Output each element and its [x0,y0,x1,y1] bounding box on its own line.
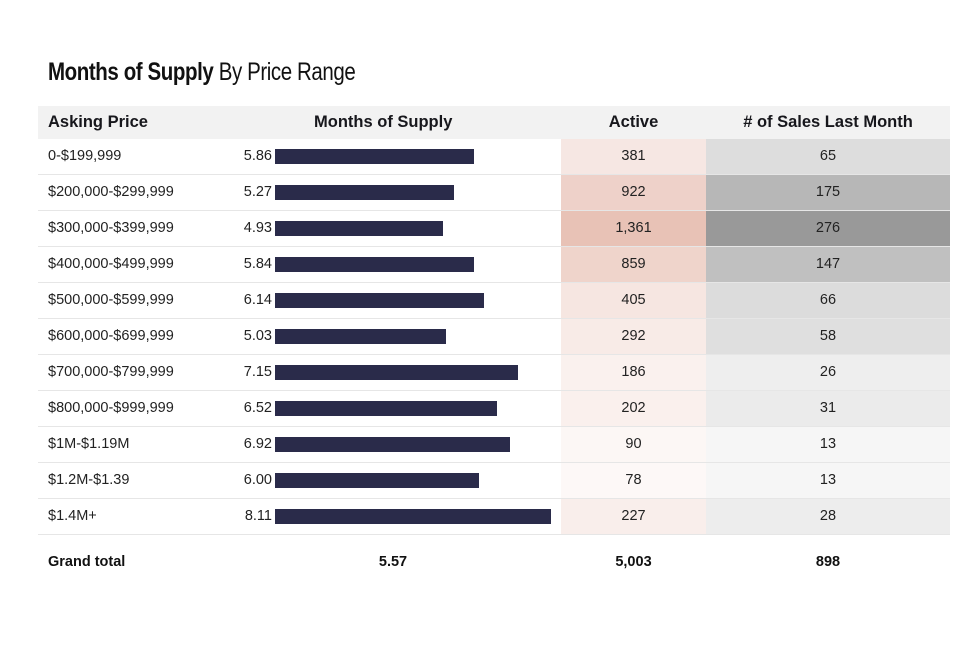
active-cell: 1,361 [561,211,706,246]
header-sales: # of Sales Last Month [743,113,913,131]
sales-cell: 26 [706,355,950,390]
table-row: $1.2M-$1.39 6.00 78 13 [38,463,950,499]
asking-price: 0-$199,999 [48,148,122,164]
months-of-supply-bar [275,509,551,524]
months-of-supply-value: 5.03 [243,328,272,344]
asking-price: $300,000-$399,999 [48,220,174,236]
months-of-supply-value: 6.00 [243,472,272,488]
sales-cell: 31 [706,391,950,426]
asking-price: $800,000-$999,999 [48,400,174,416]
sales-cell: 13 [706,463,950,498]
active-cell: 90 [561,427,706,462]
title-light: By Price Range [218,58,356,86]
sales-cell: 58 [706,319,950,354]
table-row: $1M-$1.19M 6.92 90 13 [38,427,950,463]
asking-price: $1M-$1.19M [48,436,130,452]
months-of-supply-bar [275,401,497,416]
asking-price: $600,000-$699,999 [48,328,174,344]
sales-cell: 13 [706,427,950,462]
sales-cell: 65 [706,139,950,174]
table-header: Asking Price Months of Supply Active # o… [38,106,950,139]
months-of-supply-value: 5.86 [243,148,272,164]
months-of-supply-bar [275,365,519,380]
months-of-supply-bar [275,257,474,272]
months-of-supply-value: 6.92 [243,436,272,452]
sales-cell: 66 [706,283,950,318]
months-of-supply-bar [275,473,479,488]
asking-price: $200,000-$299,999 [48,184,174,200]
supply-table: Asking Price Months of Supply Active # o… [38,106,950,589]
active-cell: 78 [561,463,706,498]
months-of-supply-bar [275,329,447,344]
sales-cell: 147 [706,247,950,282]
total-active: 5,003 [615,554,652,570]
months-of-supply-bar [275,293,484,308]
chart-title: Months of Supply By Price Range [48,58,356,87]
sales-cell: 276 [706,211,950,246]
table-row: $400,000-$499,999 5.84 859 147 [38,247,950,283]
table-body: 0-$199,999 5.86 381 65 $200,000-$299,999 5.27… [38,139,950,535]
months-of-supply-bar [275,149,475,164]
total-label: Grand total [48,554,126,570]
header-active: Active [608,113,659,131]
asking-price: $1.4M+ [48,508,97,524]
months-of-supply-bar [275,185,455,200]
header-months-of-supply: Months of Supply [314,113,453,131]
months-of-supply-value: 4.93 [243,220,272,236]
table-row: $800,000-$999,999 6.52 202 31 [38,391,950,427]
asking-price: $500,000-$599,999 [48,292,174,308]
sales-cell: 28 [706,499,950,534]
total-sales: 898 [815,554,841,570]
months-of-supply-value: 5.27 [243,184,272,200]
active-cell: 922 [561,175,706,210]
months-of-supply-bar [275,437,511,452]
table-row: $200,000-$299,999 5.27 922 175 [38,175,950,211]
active-cell: 202 [561,391,706,426]
total-mos: 5.57 [378,554,408,570]
active-cell: 859 [561,247,706,282]
months-of-supply-value: 6.14 [243,292,272,308]
table-row: $500,000-$599,999 6.14 405 66 [38,283,950,319]
title-bold: Months of Supply [48,58,214,86]
asking-price: $400,000-$499,999 [48,256,174,272]
sales-cell: 175 [706,175,950,210]
table-row: $700,000-$799,999 7.15 186 26 [38,355,950,391]
active-cell: 227 [561,499,706,534]
table-row: $300,000-$399,999 4.93 1,361 276 [38,211,950,247]
months-of-supply-value: 8.11 [244,508,272,524]
table-row: $600,000-$699,999 5.03 292 58 [38,319,950,355]
months-of-supply-value: 7.15 [243,364,272,380]
months-of-supply-value: 5.84 [243,256,272,272]
table-row: $1.4M+ 8.11 227 28 [38,499,950,535]
months-of-supply-value: 6.52 [243,400,272,416]
active-cell: 381 [561,139,706,174]
grand-total-row: Grand total 5.57 5,003 898 [38,535,950,589]
months-of-supply-bar [275,221,443,236]
active-cell: 405 [561,283,706,318]
header-asking-price: Asking Price [48,113,148,131]
active-cell: 292 [561,319,706,354]
asking-price: $700,000-$799,999 [48,364,174,380]
table-row: 0-$199,999 5.86 381 65 [38,139,950,175]
asking-price: $1.2M-$1.39 [48,472,130,488]
active-cell: 186 [561,355,706,390]
